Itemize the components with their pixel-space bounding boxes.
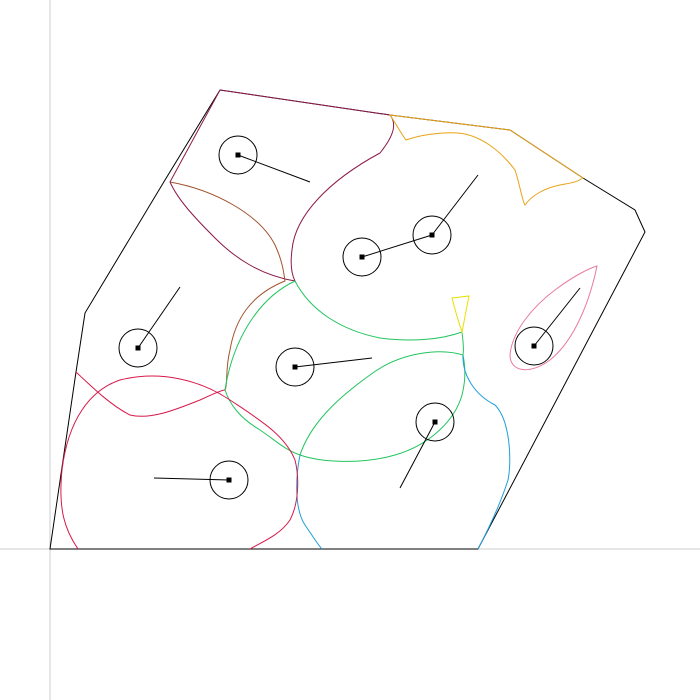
region-bottom-middle: [296, 454, 323, 550]
agent-heading: [431, 174, 479, 236]
agent-circle: [412, 215, 452, 255]
agent-circle: [275, 347, 315, 387]
agent-circle: [209, 460, 249, 500]
agent-heading: [294, 357, 373, 368]
region-bottom-left: [75, 371, 226, 417]
agent-circle: [415, 402, 455, 442]
agent-6: [514, 287, 581, 366]
regions: [60, 89, 598, 550]
region-center-lower: [299, 354, 466, 462]
region-right: [509, 265, 598, 370]
region-notch: [451, 295, 470, 334]
agent-heading: [361, 234, 433, 258]
agent-5: [275, 347, 373, 387]
agent-circle: [118, 328, 158, 368]
agent-4: [118, 286, 181, 368]
agent-7: [399, 402, 455, 489]
agent-1: [218, 135, 311, 183]
region-left-upper: [169, 181, 286, 391]
agent-heading: [533, 287, 581, 347]
agent-circle: [514, 326, 554, 366]
agent-heading: [137, 286, 181, 349]
agent-2: [342, 234, 433, 277]
agent-8: [153, 460, 249, 500]
agent-heading: [153, 477, 230, 481]
agent-circle: [342, 237, 382, 277]
region-top-left: [169, 89, 395, 282]
agent-circle: [218, 135, 258, 175]
environment-boundary: [49, 89, 646, 550]
region-bottom-right: [462, 354, 511, 550]
agent-3: [412, 174, 479, 255]
region-bottom-left-outline: [60, 375, 299, 550]
agents: [118, 135, 581, 500]
agent-heading: [237, 154, 311, 183]
agent-heading: [399, 421, 436, 489]
region-center: [224, 280, 464, 456]
region-top: [388, 114, 584, 206]
